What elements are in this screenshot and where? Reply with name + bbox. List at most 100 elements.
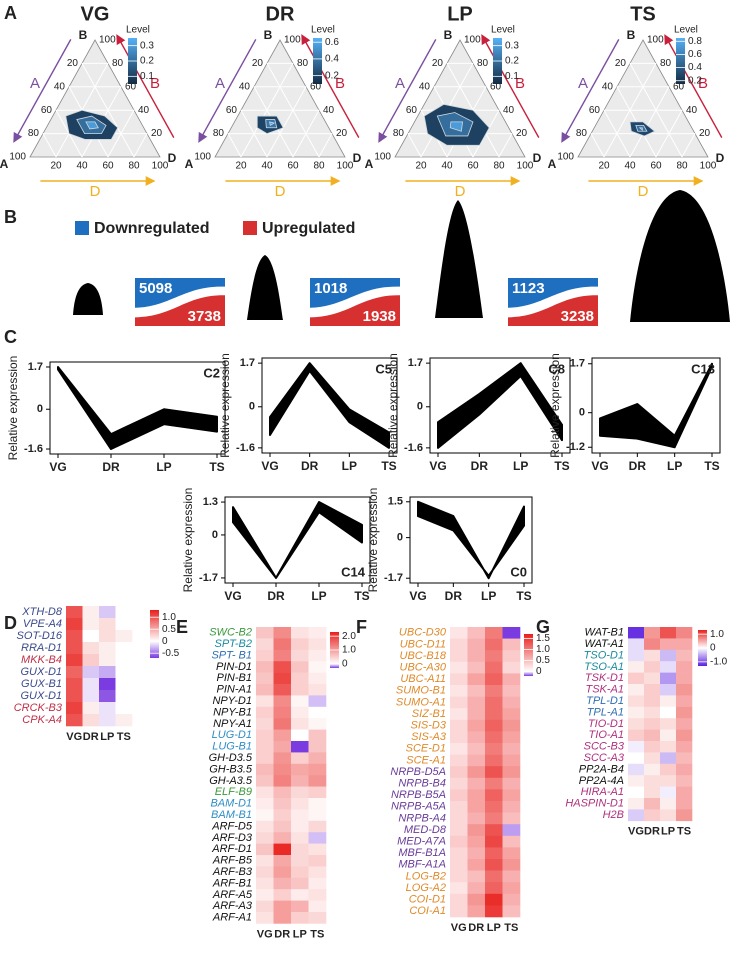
- legend-label: Downregulated: [94, 220, 210, 237]
- tick-label: 100: [9, 152, 26, 163]
- row-label: TSO-D1: [584, 649, 624, 661]
- x-tick-label: VG: [591, 459, 608, 473]
- y-tick-label: 0: [579, 407, 585, 419]
- tick-label: 60: [490, 81, 502, 92]
- heatmap-cell: [660, 706, 677, 719]
- panel-label: A: [4, 3, 17, 23]
- heatmap-cell: [502, 638, 521, 651]
- x-tick-label: TS: [354, 589, 369, 603]
- heatmap-cell: [676, 718, 693, 730]
- colorbar-tick-label: 0: [536, 666, 542, 677]
- tick-label: 40: [323, 105, 335, 116]
- panel-label: B: [4, 207, 17, 227]
- row-label: ARF-A5: [212, 889, 253, 901]
- grid-line: [590, 133, 605, 158]
- heatmap-cell: [450, 638, 468, 651]
- vertex-label: B: [79, 28, 88, 42]
- heatmap-cell: [660, 695, 677, 708]
- heatmap-cell: [115, 654, 133, 667]
- heatmap-cell: [256, 855, 274, 867]
- heatmap-cell: [467, 627, 486, 639]
- density-contour: [85, 121, 99, 130]
- heatmap-cell: [502, 627, 521, 639]
- plant-silhouette: [630, 190, 730, 322]
- colorbar-tick-label: 0.5: [536, 655, 550, 666]
- tick-label: 100: [284, 35, 301, 46]
- tick-label: 80: [576, 128, 588, 139]
- heatmap-cell: [256, 866, 274, 879]
- row-label: ARF-B5: [212, 855, 253, 867]
- row-label: ARF-D3: [211, 832, 253, 844]
- panel-label: F: [356, 617, 367, 637]
- heatmap-cell: [676, 775, 693, 787]
- heatmap-cell: [502, 847, 521, 860]
- grid-line: [603, 109, 631, 158]
- colorbar-tick-label: 0.6: [688, 49, 702, 60]
- row-label: MBF-B1A: [398, 847, 446, 859]
- tick-label: 100: [517, 161, 534, 172]
- tick-label: 80: [297, 58, 309, 69]
- tick-label: 60: [650, 161, 662, 172]
- x-tick-label: DR: [471, 459, 489, 473]
- heatmap-cell: [273, 718, 292, 730]
- heatmap-cell: [273, 763, 292, 776]
- x-tick-label: DR: [102, 460, 120, 474]
- heatmap-cell: [485, 685, 503, 697]
- heatmap-cell: [308, 684, 327, 696]
- heatmap-cell: [628, 752, 645, 765]
- heatmap-cell: [485, 789, 503, 802]
- heatmap-cell: [308, 661, 327, 673]
- heatmap-cell: [502, 708, 521, 721]
- heatmap-cell: [628, 649, 645, 662]
- heatmap-cell: [450, 685, 468, 697]
- heatmap-cell: [308, 900, 327, 913]
- heatmap-cell: [660, 649, 677, 662]
- heatmap-cell: [82, 618, 100, 631]
- heatmap-cell: [308, 786, 327, 799]
- cluster-title: C13: [691, 361, 715, 376]
- downregulated-region: [310, 278, 400, 308]
- tick-label: 100: [194, 152, 211, 163]
- tick-label: 60: [467, 161, 479, 172]
- heatmap-cell: [273, 900, 292, 913]
- tick-label: 40: [503, 105, 515, 116]
- density-contour: [638, 127, 643, 131]
- axis-arrow: [198, 39, 257, 143]
- row-label: LUG-D1: [212, 729, 252, 741]
- vertex-label: A: [365, 157, 374, 171]
- heatmap-cell: [291, 763, 309, 776]
- count-label: 1123: [512, 280, 545, 297]
- grid-line: [292, 109, 320, 158]
- heatmap-cell: [485, 638, 503, 651]
- legend-swatch: [75, 221, 89, 235]
- heatmap-cell: [450, 893, 468, 906]
- row-label: PP2A-B4: [579, 763, 624, 775]
- heatmap-cell: [628, 695, 645, 708]
- tick-label: 40: [602, 81, 614, 92]
- heatmap-cell: [450, 824, 468, 837]
- row-label: SCE-A1: [406, 754, 446, 766]
- heatmap-cell: [66, 690, 83, 703]
- heatmap-cell: [485, 719, 503, 732]
- row-label: NRPB-B5A: [391, 789, 446, 801]
- heatmap-cell: [82, 702, 100, 715]
- heatmap-cell: [82, 714, 100, 727]
- axis-title: B: [335, 75, 345, 92]
- heatmap-cell: [99, 642, 116, 655]
- heatmap-cell: [66, 714, 83, 727]
- heatmap-cell: [450, 870, 468, 883]
- row-label: TSK-A1: [585, 684, 624, 696]
- colorbar-tick-label: 2.0: [342, 631, 356, 642]
- grid-line: [407, 133, 422, 158]
- vertex-label: D: [716, 151, 725, 165]
- colorbar-tick-label: 0: [342, 658, 348, 669]
- tick-label: 60: [226, 105, 238, 116]
- heatmap-cell: [256, 706, 274, 719]
- heatmap-cell: [676, 798, 693, 810]
- heatmap-cell: [256, 798, 274, 810]
- heatmap-cell: [115, 618, 133, 631]
- colorbar-title: Level: [311, 25, 335, 36]
- tick-label: 60: [125, 81, 137, 92]
- heatmap-cell: [676, 638, 693, 651]
- heatmap-cell: [450, 801, 468, 813]
